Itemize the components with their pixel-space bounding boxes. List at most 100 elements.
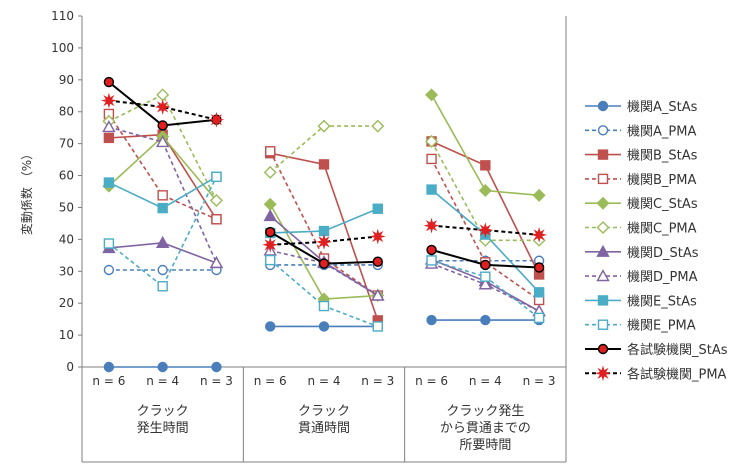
series-機関C_PMA bbox=[102, 88, 546, 247]
series-機関B_PMA bbox=[103, 108, 545, 306]
data-point bbox=[426, 255, 437, 266]
x-tick-label: n = 3 bbox=[523, 374, 556, 388]
x-tick-label: n = 6 bbox=[254, 374, 287, 388]
series-機関E_PMA bbox=[103, 171, 545, 332]
legend-entry: 機関E_StAs bbox=[585, 294, 697, 309]
data-point bbox=[533, 262, 545, 273]
data-point bbox=[157, 120, 168, 131]
data-point bbox=[211, 171, 222, 183]
series-line bbox=[430, 158, 540, 301]
x-tick-label: n = 3 bbox=[200, 374, 233, 388]
legend-marker bbox=[597, 319, 609, 330]
group-label: クラック貫通時間 bbox=[298, 404, 350, 436]
legend-marker bbox=[597, 149, 609, 160]
data-point bbox=[154, 99, 171, 115]
data-point bbox=[426, 244, 437, 256]
data-point bbox=[103, 132, 115, 144]
data-point bbox=[369, 228, 386, 245]
plot-area bbox=[101, 76, 547, 373]
data-point bbox=[157, 190, 168, 201]
legend-entry: 機関B_PMA bbox=[585, 173, 696, 188]
data-point bbox=[265, 321, 276, 332]
data-point bbox=[102, 120, 116, 133]
y-tick-label: 0 bbox=[66, 360, 74, 374]
legend-entry: 機関C_StAs bbox=[585, 196, 698, 212]
data-point bbox=[480, 259, 491, 271]
data-point bbox=[103, 76, 115, 88]
legend-label: 機関D_StAs bbox=[627, 246, 699, 261]
data-point bbox=[103, 361, 115, 373]
legend-entry: 機関D_PMA bbox=[585, 269, 698, 285]
y-tick-label: 70 bbox=[59, 137, 74, 151]
data-point bbox=[265, 254, 276, 266]
data-point bbox=[155, 235, 170, 248]
x-tick-label: n = 3 bbox=[361, 374, 394, 388]
data-point bbox=[263, 165, 277, 179]
data-point bbox=[426, 153, 437, 165]
data-point bbox=[263, 197, 277, 211]
legend-entry: 機関A_PMA bbox=[585, 124, 696, 139]
legend-label: 機関E_StAs bbox=[627, 294, 697, 309]
legend-marker bbox=[596, 221, 610, 234]
data-point bbox=[103, 238, 115, 249]
data-point bbox=[318, 321, 330, 332]
data-point bbox=[371, 119, 385, 133]
legend-entry: 機関D_StAs bbox=[585, 244, 699, 261]
data-point bbox=[480, 271, 491, 282]
data-point bbox=[426, 184, 437, 195]
data-point bbox=[480, 160, 491, 171]
series-各試験機関_PMA bbox=[101, 92, 547, 253]
series-line bbox=[431, 224, 540, 236]
legend-entry: 各試験機関_PMA bbox=[585, 365, 727, 382]
data-point bbox=[316, 234, 332, 250]
series-機関A_StAs bbox=[103, 314, 545, 373]
legend-label: 各試験機関_PMA bbox=[627, 366, 727, 382]
y-tick-label: 30 bbox=[59, 264, 74, 278]
data-point bbox=[155, 135, 170, 148]
y-tick-label: 90 bbox=[59, 73, 74, 87]
data-point bbox=[157, 361, 168, 373]
legend-marker bbox=[596, 244, 610, 257]
legend-label: 各試験機関_StAs bbox=[627, 342, 728, 358]
legend-marker bbox=[597, 125, 609, 136]
series-line bbox=[270, 235, 378, 246]
legend-label: 機関E_PMA bbox=[627, 319, 696, 334]
legend-entry: 機関B_StAs bbox=[585, 149, 698, 164]
legend-label: 機関C_PMA bbox=[627, 222, 697, 237]
legend-label: 機関B_StAs bbox=[627, 149, 698, 164]
data-point bbox=[317, 119, 331, 133]
legend-marker bbox=[597, 100, 609, 112]
legend-marker bbox=[597, 295, 609, 306]
group-label: クラック発生から貫通までの所要時間 bbox=[440, 404, 531, 453]
series-line bbox=[430, 94, 540, 197]
x-tick-label: n = 4 bbox=[308, 374, 341, 388]
data-point bbox=[423, 217, 440, 234]
data-point bbox=[265, 226, 276, 238]
y-tick-label: 10 bbox=[59, 328, 74, 342]
legend-marker bbox=[595, 365, 611, 382]
data-point bbox=[103, 264, 115, 276]
data-point bbox=[532, 188, 546, 202]
data-point bbox=[156, 88, 170, 102]
data-point bbox=[211, 214, 222, 225]
group-label: クラック発生時間 bbox=[137, 404, 189, 436]
data-point bbox=[480, 314, 491, 326]
y-tick-label: 40 bbox=[59, 232, 74, 246]
data-point bbox=[265, 146, 276, 157]
data-point bbox=[477, 222, 494, 238]
y-tick-label: 110 bbox=[51, 9, 74, 23]
legend-marker bbox=[596, 269, 610, 282]
axes: 0 10 20 30 40 50 60 70 80 90 100 110 変動係数 （%） n = 6 n … bbox=[19, 9, 567, 463]
data-point bbox=[478, 277, 493, 290]
series-line bbox=[108, 99, 217, 121]
legend-entry: 機関E_PMA bbox=[585, 319, 696, 334]
x-tick-label: n = 6 bbox=[92, 374, 125, 388]
series-機関D_PMA bbox=[102, 120, 546, 317]
y-tick-label: 60 bbox=[59, 169, 74, 183]
data-point bbox=[209, 256, 224, 269]
data-point bbox=[318, 300, 330, 312]
data-point bbox=[262, 236, 279, 253]
y-axis-label: 変動係数 （%） bbox=[19, 148, 34, 235]
data-point bbox=[157, 264, 168, 276]
